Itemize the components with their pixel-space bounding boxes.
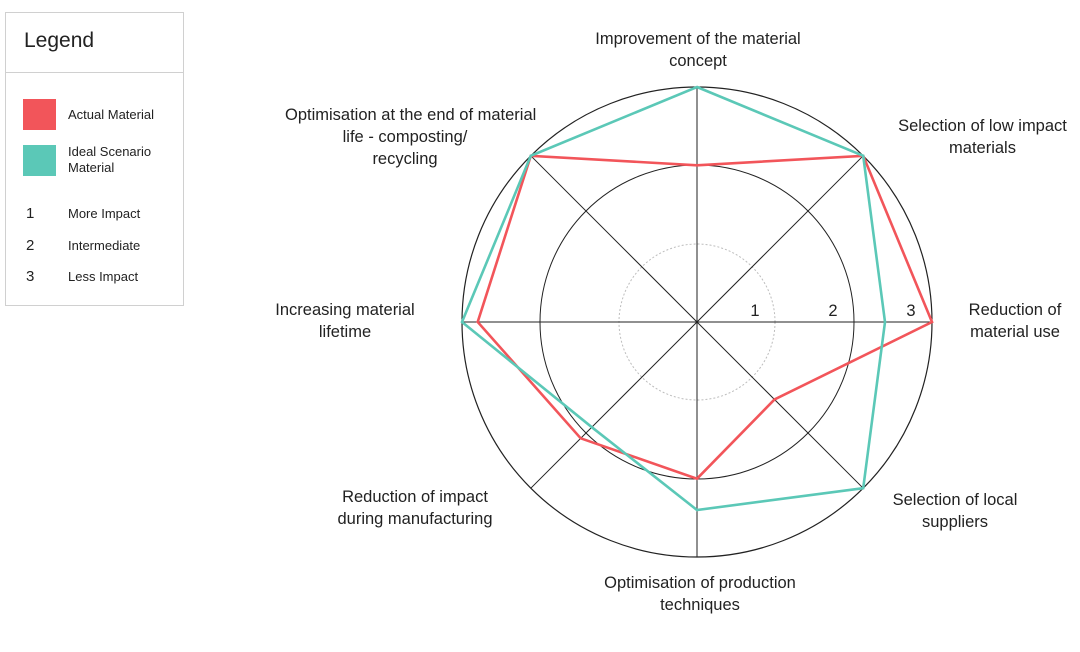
spoke-2: [696, 155, 864, 323]
axis-label-2: Selection of low impact materials: [898, 117, 1067, 157]
ideal-scenario-series-line: [460, 85, 887, 512]
ideal-material-swatch: [23, 144, 56, 176]
legend-label-ideal: Ideal Scenario Material: [68, 144, 152, 175]
legend-item-ideal: Ideal Scenario Material: [23, 144, 163, 176]
axis-label-8: Optimisation at the end of material life …: [285, 106, 537, 168]
axis-label-1: Improvement of the material concept: [595, 30, 801, 70]
ring-label-1: 1: [750, 302, 759, 320]
spoke-8: [530, 155, 698, 323]
legend-label-actual: Actual Material: [68, 106, 154, 122]
scale-label: Less Impact: [68, 268, 139, 284]
axis-label-5: Optimisation of production techniques: [604, 574, 796, 614]
legend-scale-1: 1 More Impact: [23, 205, 140, 222]
scale-label: Intermediate: [68, 237, 141, 253]
scale-number: 3: [26, 268, 35, 285]
scale-label: More Impact: [68, 205, 141, 221]
legend-item-actual: Actual Material: [23, 99, 154, 130]
axis-label-4: Selection of local suppliers: [892, 491, 1018, 531]
axis-label-7: Increasing material lifetime: [275, 301, 415, 341]
legend-title: Legend: [6, 13, 183, 73]
actual-material-series-line: [476, 154, 934, 481]
legend-panel: Legend Actual Material Ideal Scenario Ma…: [5, 12, 184, 306]
scale-number: 1: [26, 205, 35, 222]
spoke-6: [530, 321, 698, 489]
axis-label-3: Reduction of material use: [968, 301, 1062, 341]
ring-label-3: 3: [906, 302, 915, 320]
axis-label-6: Reduction of impact during manufacturing: [337, 488, 493, 528]
ring-label-2: 2: [828, 302, 837, 320]
actual-material-swatch: [23, 99, 56, 130]
scale-number: 2: [26, 237, 35, 254]
spoke-4: [696, 321, 864, 489]
legend-scale-2: 2 Intermediate: [23, 237, 140, 254]
legend-scale-3: 3 Less Impact: [23, 268, 138, 285]
